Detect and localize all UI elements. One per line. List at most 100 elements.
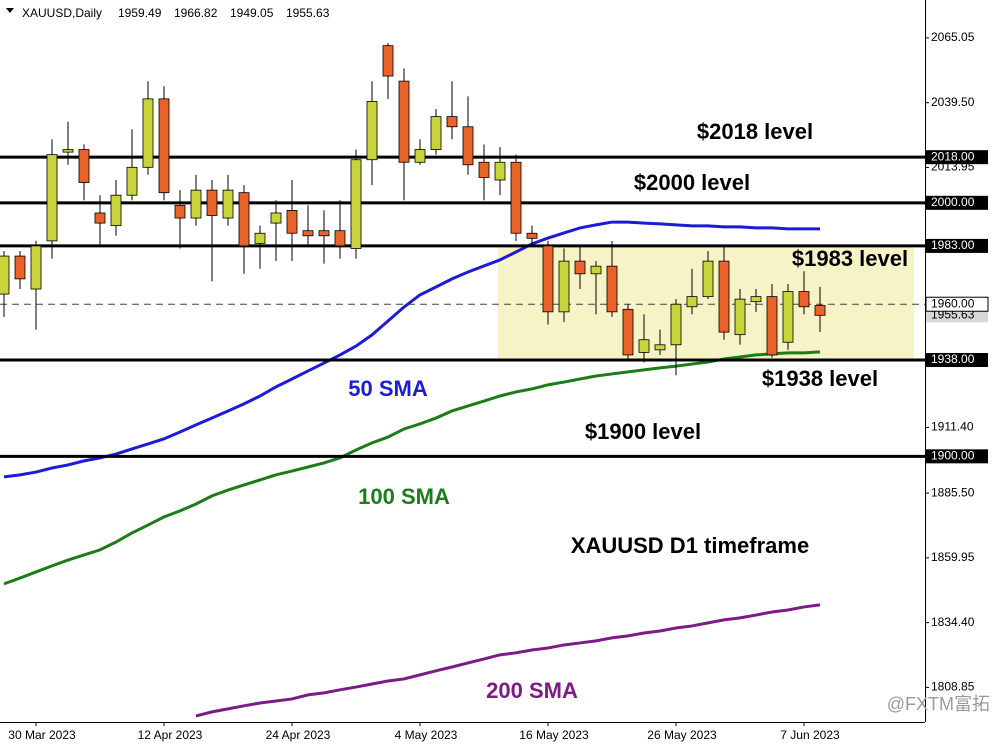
annotation: $2018 level <box>697 119 813 144</box>
annotation: $1983 level <box>792 246 908 271</box>
candle-body <box>238 192 250 247</box>
candle-body <box>270 212 282 224</box>
level-label: 1900.00 <box>931 449 975 463</box>
header-low: 1949.05 <box>230 6 274 20</box>
candle-body <box>366 101 378 161</box>
candle-body <box>542 245 554 313</box>
level-box <box>926 195 988 210</box>
candle-body <box>670 303 682 346</box>
menu-triangle <box>6 8 14 13</box>
candle-body <box>494 161 506 181</box>
candle-body <box>14 255 26 280</box>
candle-body <box>638 339 650 353</box>
candle-body <box>414 149 426 163</box>
y-tick-label: 1911.40 <box>931 420 974 434</box>
symbol-title: XAUUSD,Daily <box>22 6 102 20</box>
candle-body <box>190 189 202 219</box>
candle-body <box>206 189 218 216</box>
candle-body <box>526 232 538 239</box>
candle-body <box>158 98 170 194</box>
candle-body <box>78 149 90 183</box>
candle-body <box>350 159 362 249</box>
header-close: 1955.63 <box>286 6 330 20</box>
candle-body <box>0 255 10 295</box>
candle-body <box>142 98 154 168</box>
y-tick-label: 2039.50 <box>931 95 975 109</box>
candle-body <box>222 189 234 219</box>
watermark: @FXTM富拓 <box>887 694 990 714</box>
level-label: 1983.00 <box>931 238 975 252</box>
level-box <box>926 449 988 464</box>
annotation: 50 SMA <box>348 376 428 401</box>
candle-body <box>782 291 794 343</box>
level-box <box>926 150 988 165</box>
candle-body <box>590 265 602 275</box>
sma-line <box>3 350 821 586</box>
annotation: 200 SMA <box>486 678 578 703</box>
header-open: 1959.49 <box>118 6 162 20</box>
candle-body <box>718 260 730 333</box>
x-tick-label: 16 May 2023 <box>519 728 589 742</box>
candle-body <box>30 245 42 290</box>
candle-body <box>558 260 570 313</box>
candle-body <box>254 232 266 244</box>
annotation: 100 SMA <box>358 484 450 509</box>
level-box <box>926 353 988 367</box>
candle-body <box>622 308 634 356</box>
annotation: $2000 level <box>634 170 750 195</box>
x-tick-label: 26 May 2023 <box>647 728 717 742</box>
annotation: $1938 level <box>762 366 878 391</box>
x-tick-label: 7 Jun 2023 <box>780 728 840 742</box>
y-tick-label: 1834.40 <box>931 615 975 629</box>
annotation: $1900 level <box>585 419 701 444</box>
dashed-level-label: 1960.00 <box>931 296 975 310</box>
y-tick-label: 2065.05 <box>931 30 975 44</box>
candle-body <box>734 298 746 336</box>
candle-body <box>94 212 106 224</box>
level-label: 2018.00 <box>931 149 975 163</box>
sma-line <box>195 603 821 718</box>
last-price-box <box>926 308 988 323</box>
candle-body <box>766 296 778 356</box>
x-tick-label: 4 May 2023 <box>395 728 458 742</box>
candle-body <box>478 161 490 178</box>
x-tick-label: 30 Mar 2023 <box>8 728 76 742</box>
level-label: 2000.00 <box>931 195 975 209</box>
candle-body <box>382 45 394 77</box>
candle-body <box>750 296 762 303</box>
candle-body <box>510 161 522 234</box>
annotation: XAUUSD D1 timeframe <box>571 533 809 558</box>
candle-body <box>334 230 346 247</box>
candle-body <box>126 166 138 196</box>
sma-line <box>3 220 820 479</box>
candle-body <box>398 80 410 163</box>
candle-body <box>606 265 618 313</box>
level-label: 1938.00 <box>931 352 975 366</box>
candle-body <box>798 291 810 308</box>
candle-body <box>574 260 586 275</box>
y-tick-label: 1859.95 <box>931 550 975 564</box>
candle-body <box>318 230 330 237</box>
candle-body <box>110 194 122 227</box>
x-tick-label: 12 Apr 2023 <box>138 728 203 742</box>
candle-body <box>446 116 458 128</box>
candle-body <box>814 305 826 316</box>
candle-body <box>46 154 58 242</box>
plot-area <box>0 43 925 718</box>
candle-body <box>62 149 74 153</box>
header-high: 1966.82 <box>174 6 218 20</box>
candle-body <box>286 210 298 234</box>
candle-body <box>462 126 474 166</box>
candle-body <box>174 204 186 219</box>
candle-body <box>702 260 714 298</box>
candle-body <box>654 344 666 351</box>
candle-body <box>686 296 698 308</box>
x-tick-label: 24 Apr 2023 <box>266 728 331 742</box>
candle-body <box>302 230 314 237</box>
y-tick-label: 1885.50 <box>931 485 975 499</box>
candle-body <box>430 116 442 150</box>
dashed-level-box <box>925 296 989 312</box>
y-tick-label: 1808.85 <box>931 680 975 694</box>
level-box <box>926 238 988 253</box>
